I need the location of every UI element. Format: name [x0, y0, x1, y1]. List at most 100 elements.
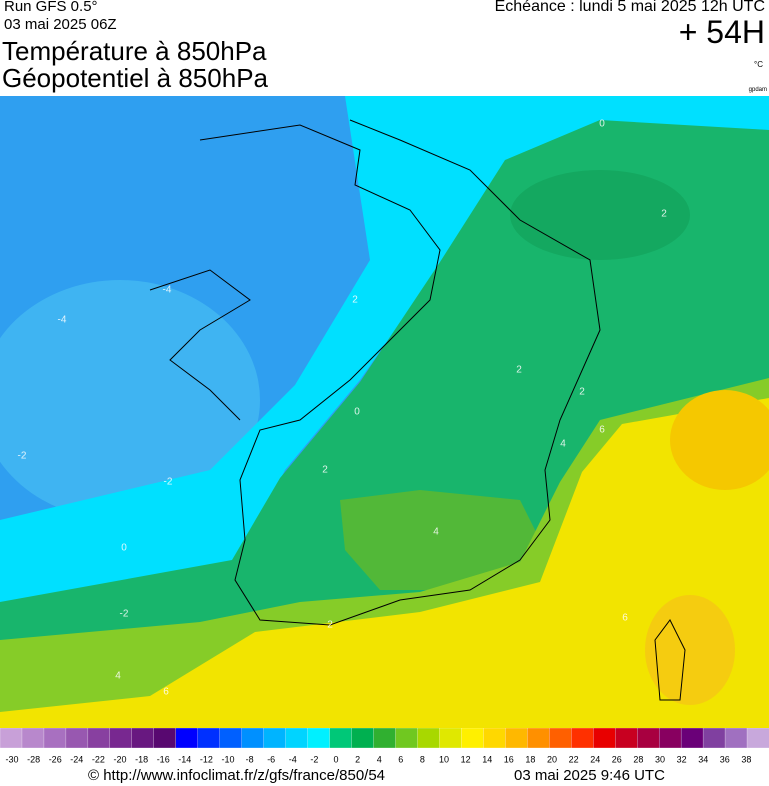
- scale-label: 2: [355, 754, 360, 764]
- scale-label: 24: [590, 754, 600, 764]
- scale-label: -18: [135, 754, 148, 764]
- green-yellow-zone: [340, 490, 550, 590]
- contour-label: -4: [163, 285, 172, 296]
- scale-cell: [461, 728, 485, 749]
- scale-cell: [680, 728, 704, 749]
- scale-cell: [219, 728, 243, 749]
- scale-label: -30: [5, 754, 18, 764]
- scale-label: -20: [113, 754, 126, 764]
- contour-label: 0: [354, 407, 360, 418]
- scale-cell: [175, 728, 199, 749]
- scale-label: 0: [333, 754, 338, 764]
- contour-label: 0: [599, 119, 605, 130]
- green-core: [510, 170, 690, 260]
- coastline: [149, 269, 251, 421]
- scale-cell: [351, 728, 375, 749]
- contour-label: -2: [164, 477, 173, 488]
- scale-cell: [65, 728, 89, 749]
- scale-label: 32: [677, 754, 687, 764]
- scale-label: 36: [720, 754, 730, 764]
- scale-cell: [373, 728, 397, 749]
- scale-label: 20: [547, 754, 557, 764]
- scale-label: 34: [698, 754, 708, 764]
- scale-cell: [527, 728, 550, 749]
- contour-label: 2: [661, 209, 667, 220]
- scale-cell: [153, 728, 177, 749]
- scale-label: -2: [310, 754, 318, 764]
- contour-labels: 0 2 -4 -4 2 0 2 2 -2 -2 0 2 4 4 6 6 -2 4 6 2: [18, 119, 668, 698]
- scale-cell: [637, 728, 660, 749]
- title-geopotential: Géopotentiel à 850hPa: [2, 63, 268, 93]
- scale-cell: [702, 728, 726, 749]
- scale-label: -4: [289, 754, 297, 764]
- scale-label: 22: [569, 754, 579, 764]
- run: Run GFS 0.5°: [4, 0, 98, 15]
- scale-cell: [241, 728, 265, 749]
- contour-label: 6: [622, 613, 628, 624]
- scale-label: -6: [267, 754, 275, 764]
- cold-zone-light: [0, 280, 260, 520]
- scale-label: 30: [655, 754, 665, 764]
- source-url: © http://www.infoclimat.fr/z/gfs/france/…: [88, 767, 386, 784]
- scale-cell: [658, 728, 682, 749]
- credit: gpdam: [748, 87, 767, 93]
- corsica: [654, 619, 686, 701]
- unit: °C: [754, 60, 763, 69]
- contour-label: 6: [163, 687, 169, 698]
- scale-cell: [329, 728, 353, 749]
- contour-label: 2: [579, 387, 585, 398]
- contour-label: 6: [599, 425, 605, 436]
- contour-label: 4: [560, 439, 566, 450]
- contour-label: 4: [115, 671, 121, 682]
- scale-cell: [197, 728, 221, 749]
- scale-cell: [307, 728, 331, 749]
- scale-cell: [439, 728, 463, 749]
- scale-cell: [615, 728, 638, 749]
- scale-label: 16: [504, 754, 514, 764]
- scale-label: 8: [420, 754, 425, 764]
- scale-label: 10: [439, 754, 449, 764]
- scale-cell: [0, 728, 23, 749]
- scale-cell: [571, 728, 594, 749]
- contour-label: -2: [120, 609, 129, 620]
- scale-label: -28: [27, 754, 40, 764]
- scale-cell: [549, 728, 572, 749]
- scale-cell: [395, 728, 419, 749]
- scale-cell: [43, 728, 67, 749]
- contour-label: 2: [322, 465, 328, 476]
- contour-label: 2: [516, 365, 522, 376]
- map: 0 2 -4 -4 2 0 2 2 -2 -2 0 2 4 4 6 6 -2 4 6 2: [0, 96, 769, 728]
- scale-cell: [21, 728, 45, 749]
- scale-label: -12: [200, 754, 213, 764]
- echeance: Echéance : lundi 5 mai 2025 12h UTC: [494, 0, 765, 15]
- scale-label: -14: [178, 754, 191, 764]
- lead-time: + 54H: [678, 14, 765, 50]
- scale-cell: [505, 728, 528, 749]
- contour-label: -4: [58, 315, 67, 326]
- scale-cell: [746, 728, 769, 749]
- scale-label: -26: [49, 754, 62, 764]
- contour-label: 0: [121, 543, 127, 554]
- scale-cell: [285, 728, 309, 749]
- scale-label: -24: [70, 754, 83, 764]
- scale-label: 28: [633, 754, 643, 764]
- scale-cell: [131, 728, 155, 749]
- contour-label: 2: [327, 620, 333, 631]
- scale-label: 12: [461, 754, 471, 764]
- france-border: [199, 119, 601, 626]
- scale-cell: [263, 728, 287, 749]
- timestamp: 03 mai 2025 9:46 UTC: [514, 767, 665, 784]
- scale-label: -8: [246, 754, 254, 764]
- contour-label: 4: [433, 527, 439, 538]
- scale-cell: [483, 728, 506, 749]
- scale-label: 38: [741, 754, 751, 764]
- warm-core: [670, 390, 769, 490]
- scale-label: -10: [221, 754, 234, 764]
- warm-core-2: [645, 595, 735, 705]
- scale-cell: [593, 728, 616, 749]
- scale-label: -16: [157, 754, 170, 764]
- scale-label: 18: [525, 754, 535, 764]
- yellow-zone: [0, 398, 769, 728]
- scale-cell: [724, 728, 748, 749]
